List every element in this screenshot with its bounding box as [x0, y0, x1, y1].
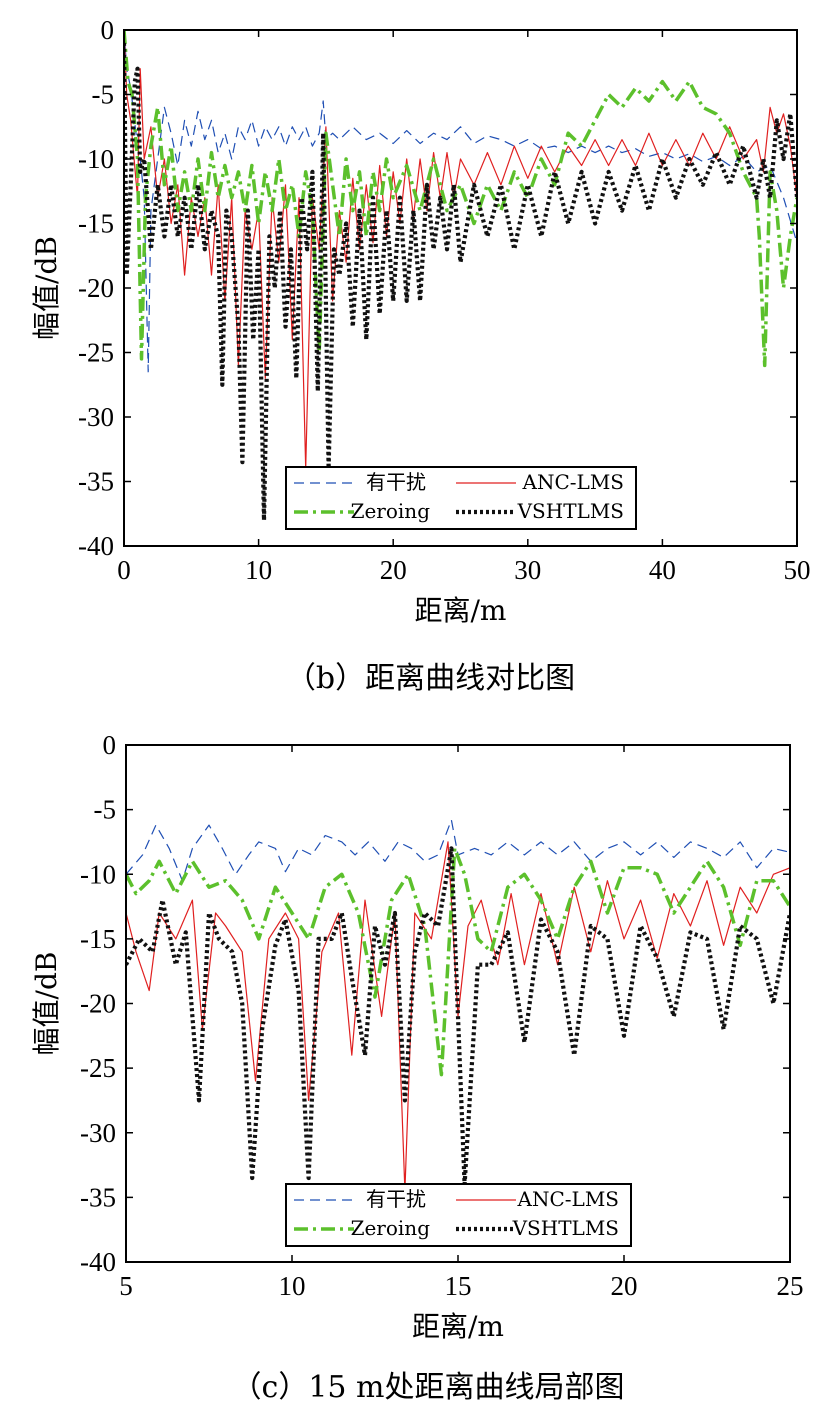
legend-label: 有干扰 [366, 470, 426, 494]
y-tick-label: -5 [94, 795, 117, 825]
y-axis-label: 幅值/dB [30, 952, 63, 1056]
series-line-有干扰 [124, 30, 797, 373]
y-tick-label: -30 [80, 1118, 116, 1148]
legend-box [285, 466, 637, 530]
legend-label: Zeroing [351, 1216, 431, 1240]
y-tick-label: -30 [78, 402, 114, 432]
chart-panel-c: 0 -5 -10 -15 -20 -25 -30 -35 -405 10 15 20 25 距离/m 幅值/… [30, 730, 804, 1405]
y-tick-label: -15 [78, 209, 114, 239]
x-tick-label: 5 [119, 1271, 133, 1301]
legend: 有干扰 ANC-LMS Zeroing VSHTLMS [285, 466, 637, 530]
legend-label: VSHTLMS [512, 1216, 619, 1240]
x-tick-label: 25 [777, 1271, 804, 1301]
x-axis-label: 距离/m [415, 594, 507, 627]
figure-caption: （c）15 m处距离曲线局部图 [232, 1370, 625, 1405]
y-tick-label: -10 [78, 144, 114, 174]
x-tick-label: 20 [380, 555, 407, 585]
y-axis-label: 幅值/dB [30, 236, 63, 340]
figure-caption: （b）距离曲线对比图 [286, 661, 575, 696]
series-line-有干扰 [126, 819, 790, 882]
x-tick-label: 40 [649, 555, 676, 585]
legend-label: VSHTLMS [517, 499, 624, 523]
series-line-Zeroing [124, 30, 797, 368]
y-tick-label: 0 [103, 730, 117, 760]
x-axis-label: 距离/m [412, 1310, 504, 1343]
x-tick-label: 50 [784, 555, 811, 585]
series-group [126, 819, 790, 1192]
y-tick-label: -25 [78, 338, 114, 368]
y-tick-label: -5 [92, 80, 115, 110]
y-tick-label: -10 [80, 859, 116, 889]
series-line-ANC-LMS [126, 841, 790, 1192]
legend-label: ANC-LMS [522, 470, 624, 494]
series-line-Zeroing [126, 846, 790, 1077]
y-tick-label: -20 [80, 989, 116, 1019]
legend-label: Zeroing [351, 499, 431, 523]
legend-label: 有干扰 [366, 1187, 426, 1211]
x-tick-label: 10 [245, 555, 272, 585]
x-tick-label: 30 [514, 555, 541, 585]
y-tick-label: -40 [80, 1247, 116, 1277]
y-tick-label: -35 [80, 1182, 116, 1212]
x-tick-label: 10 [279, 1271, 306, 1301]
series-group [124, 30, 797, 523]
y-tick-label: -35 [78, 467, 114, 497]
legend: 有干扰 ANC-LMS Zeroing VSHTLMS [285, 1183, 632, 1247]
y-tick-label: -25 [80, 1053, 116, 1083]
y-tick-label: -40 [78, 531, 114, 561]
legend-label: ANC-LMS [517, 1187, 619, 1211]
y-tick-label: -20 [78, 273, 114, 303]
x-tick-label: 20 [611, 1271, 638, 1301]
x-tick-label: 15 [445, 1271, 472, 1301]
series-line-VSHTLMS [126, 846, 790, 1187]
series-line-VSHTLMS [124, 42, 797, 523]
x-tick-label: 0 [117, 555, 131, 585]
legend-box [285, 1183, 632, 1247]
chart-panel-b: 0-5-10-15-20-25-30-35-400 10 20 30 40 50距离/m幅… [30, 15, 811, 696]
y-tick-label: 0 [101, 15, 115, 45]
y-tick-label: -15 [80, 924, 116, 954]
